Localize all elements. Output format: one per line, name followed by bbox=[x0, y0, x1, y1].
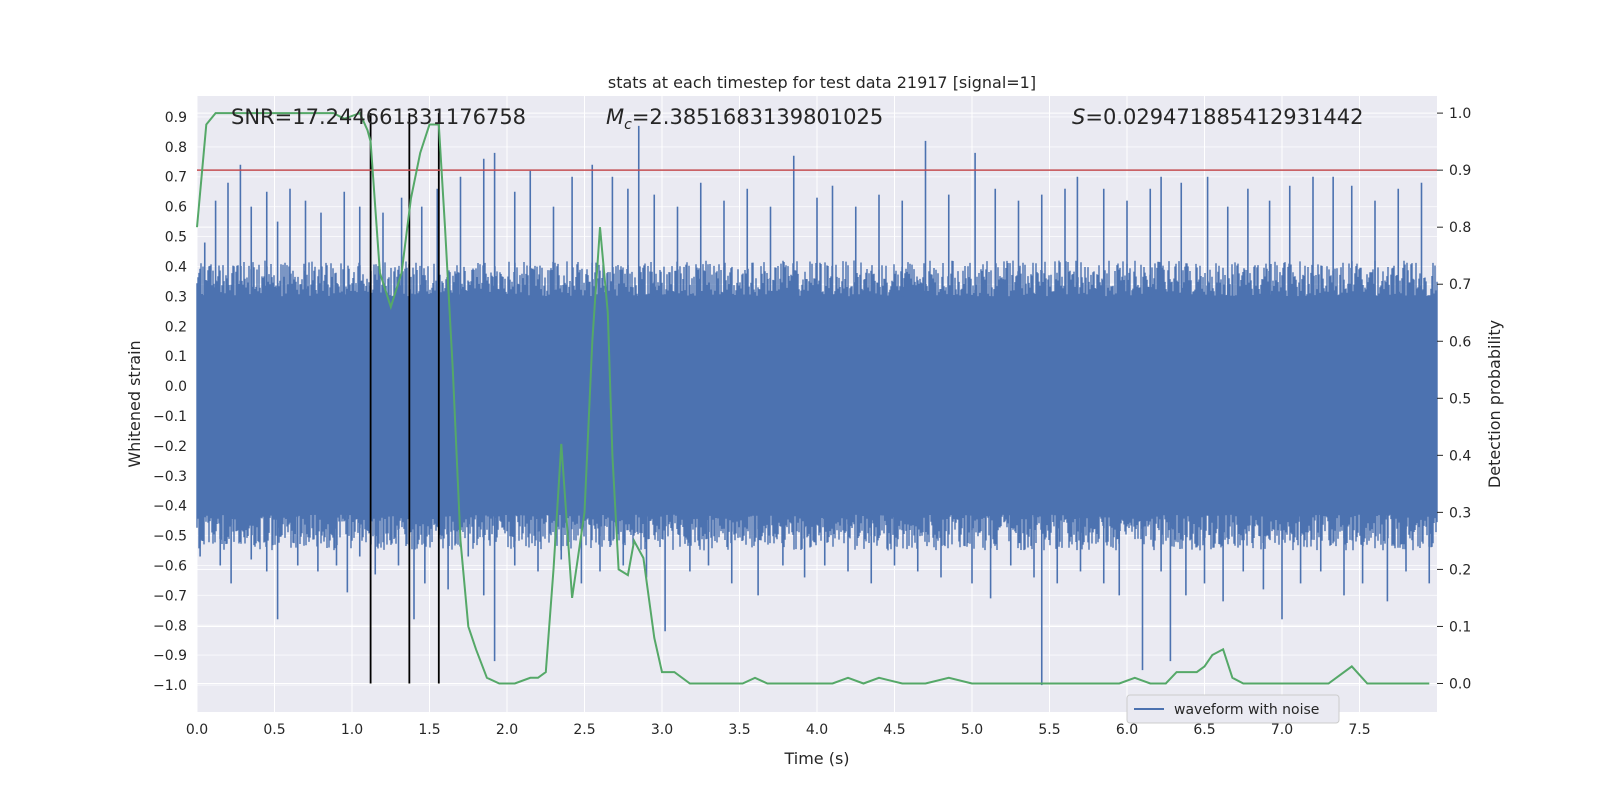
x-tick-label: 2.0 bbox=[496, 722, 518, 738]
y-left-tick-label: 0.1 bbox=[165, 349, 187, 365]
x-tick-label: 7.5 bbox=[1348, 722, 1370, 738]
y-left-tick-label: −0.2 bbox=[153, 439, 187, 455]
y-left-axis-ticks: 0.9 0.8 0.7 0.6 0.5 0.4 0.3 0.2 0.1 0.0 −0.1 −0.2 −0… bbox=[153, 110, 187, 694]
s-value: =0.029471885412931442 bbox=[1085, 105, 1363, 129]
x-tick-label: 3.5 bbox=[728, 722, 750, 738]
y-left-tick-label: 0.6 bbox=[165, 200, 187, 216]
y-left-tick-label: 0.9 bbox=[165, 110, 187, 126]
x-tick-label: 6.5 bbox=[1193, 722, 1215, 738]
y-left-tick-label: 0.7 bbox=[165, 170, 187, 186]
x-axis-label: Time (s) bbox=[783, 749, 849, 768]
y-left-tick-label: −0.1 bbox=[153, 409, 187, 425]
legend: waveform with noise bbox=[1126, 694, 1340, 724]
y-left-tick-label: 0.3 bbox=[165, 289, 187, 305]
x-tick-label: 0.5 bbox=[263, 722, 285, 738]
x-tick-label: 4.5 bbox=[883, 722, 905, 738]
y-left-tick-label: −0.3 bbox=[153, 469, 187, 485]
x-axis-ticks: 0.0 0.5 1.0 1.5 2.0 2.5 3.0 3.5 4.0 4.5 5.0 5.5 6.0 6… bbox=[186, 722, 1371, 738]
y-right-tick-label: 1.0 bbox=[1449, 106, 1471, 122]
y-right-tick-label: 0.0 bbox=[1449, 676, 1471, 692]
y-right-tick-label: 0.1 bbox=[1449, 619, 1471, 635]
x-tick-label: 1.0 bbox=[341, 722, 363, 738]
y-left-axis-label: Whitened strain bbox=[125, 340, 144, 467]
y-right-tick-label: 0.2 bbox=[1449, 562, 1471, 578]
chart-title: stats at each timestep for test data 219… bbox=[608, 73, 1036, 92]
snr-annotation: SNR=17.244661331176758 bbox=[231, 105, 526, 129]
y-right-axis-label: Detection probability bbox=[1485, 320, 1504, 488]
y-left-tick-label: −0.9 bbox=[153, 648, 187, 664]
waveform-series bbox=[196, 125, 1438, 686]
legend-box bbox=[1126, 694, 1340, 724]
y-right-tick-label: 0.3 bbox=[1449, 505, 1471, 521]
waveform-core bbox=[197, 296, 1437, 515]
y-left-tick-label: 0.2 bbox=[165, 319, 187, 335]
y-left-tick-label: −0.8 bbox=[153, 618, 187, 634]
x-tick-label: 5.0 bbox=[961, 722, 983, 738]
y-right-tick-label: 0.8 bbox=[1449, 220, 1471, 236]
x-tick-label: 1.5 bbox=[418, 722, 440, 738]
y-right-tick-label: 0.7 bbox=[1449, 277, 1471, 293]
s-symbol: S bbox=[1072, 105, 1085, 129]
x-tick-label: 2.5 bbox=[573, 722, 595, 738]
y-right-tick-label: 0.5 bbox=[1449, 391, 1471, 407]
y-right-tick-label: 0.6 bbox=[1449, 334, 1471, 350]
probability-line bbox=[196, 111, 1430, 685]
x-tick-label: 7.0 bbox=[1271, 722, 1293, 738]
chirp-mass-value: =2.3851683139801025 bbox=[632, 105, 883, 129]
y-left-tick-label: 0.4 bbox=[165, 259, 187, 275]
x-tick-label: 0.0 bbox=[186, 722, 208, 738]
y-left-tick-label: −0.6 bbox=[153, 558, 187, 574]
chirp-mass-symbol: M bbox=[606, 105, 624, 129]
y-left-tick-label: 0.5 bbox=[165, 230, 187, 246]
y-left-tick-label: −1.0 bbox=[153, 678, 187, 694]
x-tick-label: 5.5 bbox=[1038, 722, 1060, 738]
y-right-tick-label: 0.9 bbox=[1449, 163, 1471, 179]
y-right-axis-ticks: 1.0 0.9 0.8 0.7 0.6 0.5 0.4 0.3 0.2 0.1 0.0 bbox=[1437, 106, 1471, 692]
chirp-mass-annotation: Mc=2.3851683139801025 bbox=[606, 105, 883, 133]
y-left-tick-label: 0.8 bbox=[165, 140, 187, 156]
y-left-tick-label: −0.7 bbox=[153, 588, 187, 604]
chirp-mass-subscript: c bbox=[624, 117, 632, 133]
y-left-tick-label: −0.5 bbox=[153, 529, 187, 545]
x-tick-label: 3.0 bbox=[651, 722, 673, 738]
y-right-tick-label: 0.4 bbox=[1449, 448, 1471, 464]
x-tick-label: 4.0 bbox=[806, 722, 828, 738]
x-tick-label: 6.0 bbox=[1116, 722, 1138, 738]
s-annotation: S=0.029471885412931442 bbox=[1072, 105, 1363, 129]
y-left-tick-label: −0.4 bbox=[153, 499, 187, 515]
legend-label: waveform with noise bbox=[1174, 702, 1319, 718]
y-left-tick-label: 0.0 bbox=[165, 379, 187, 395]
